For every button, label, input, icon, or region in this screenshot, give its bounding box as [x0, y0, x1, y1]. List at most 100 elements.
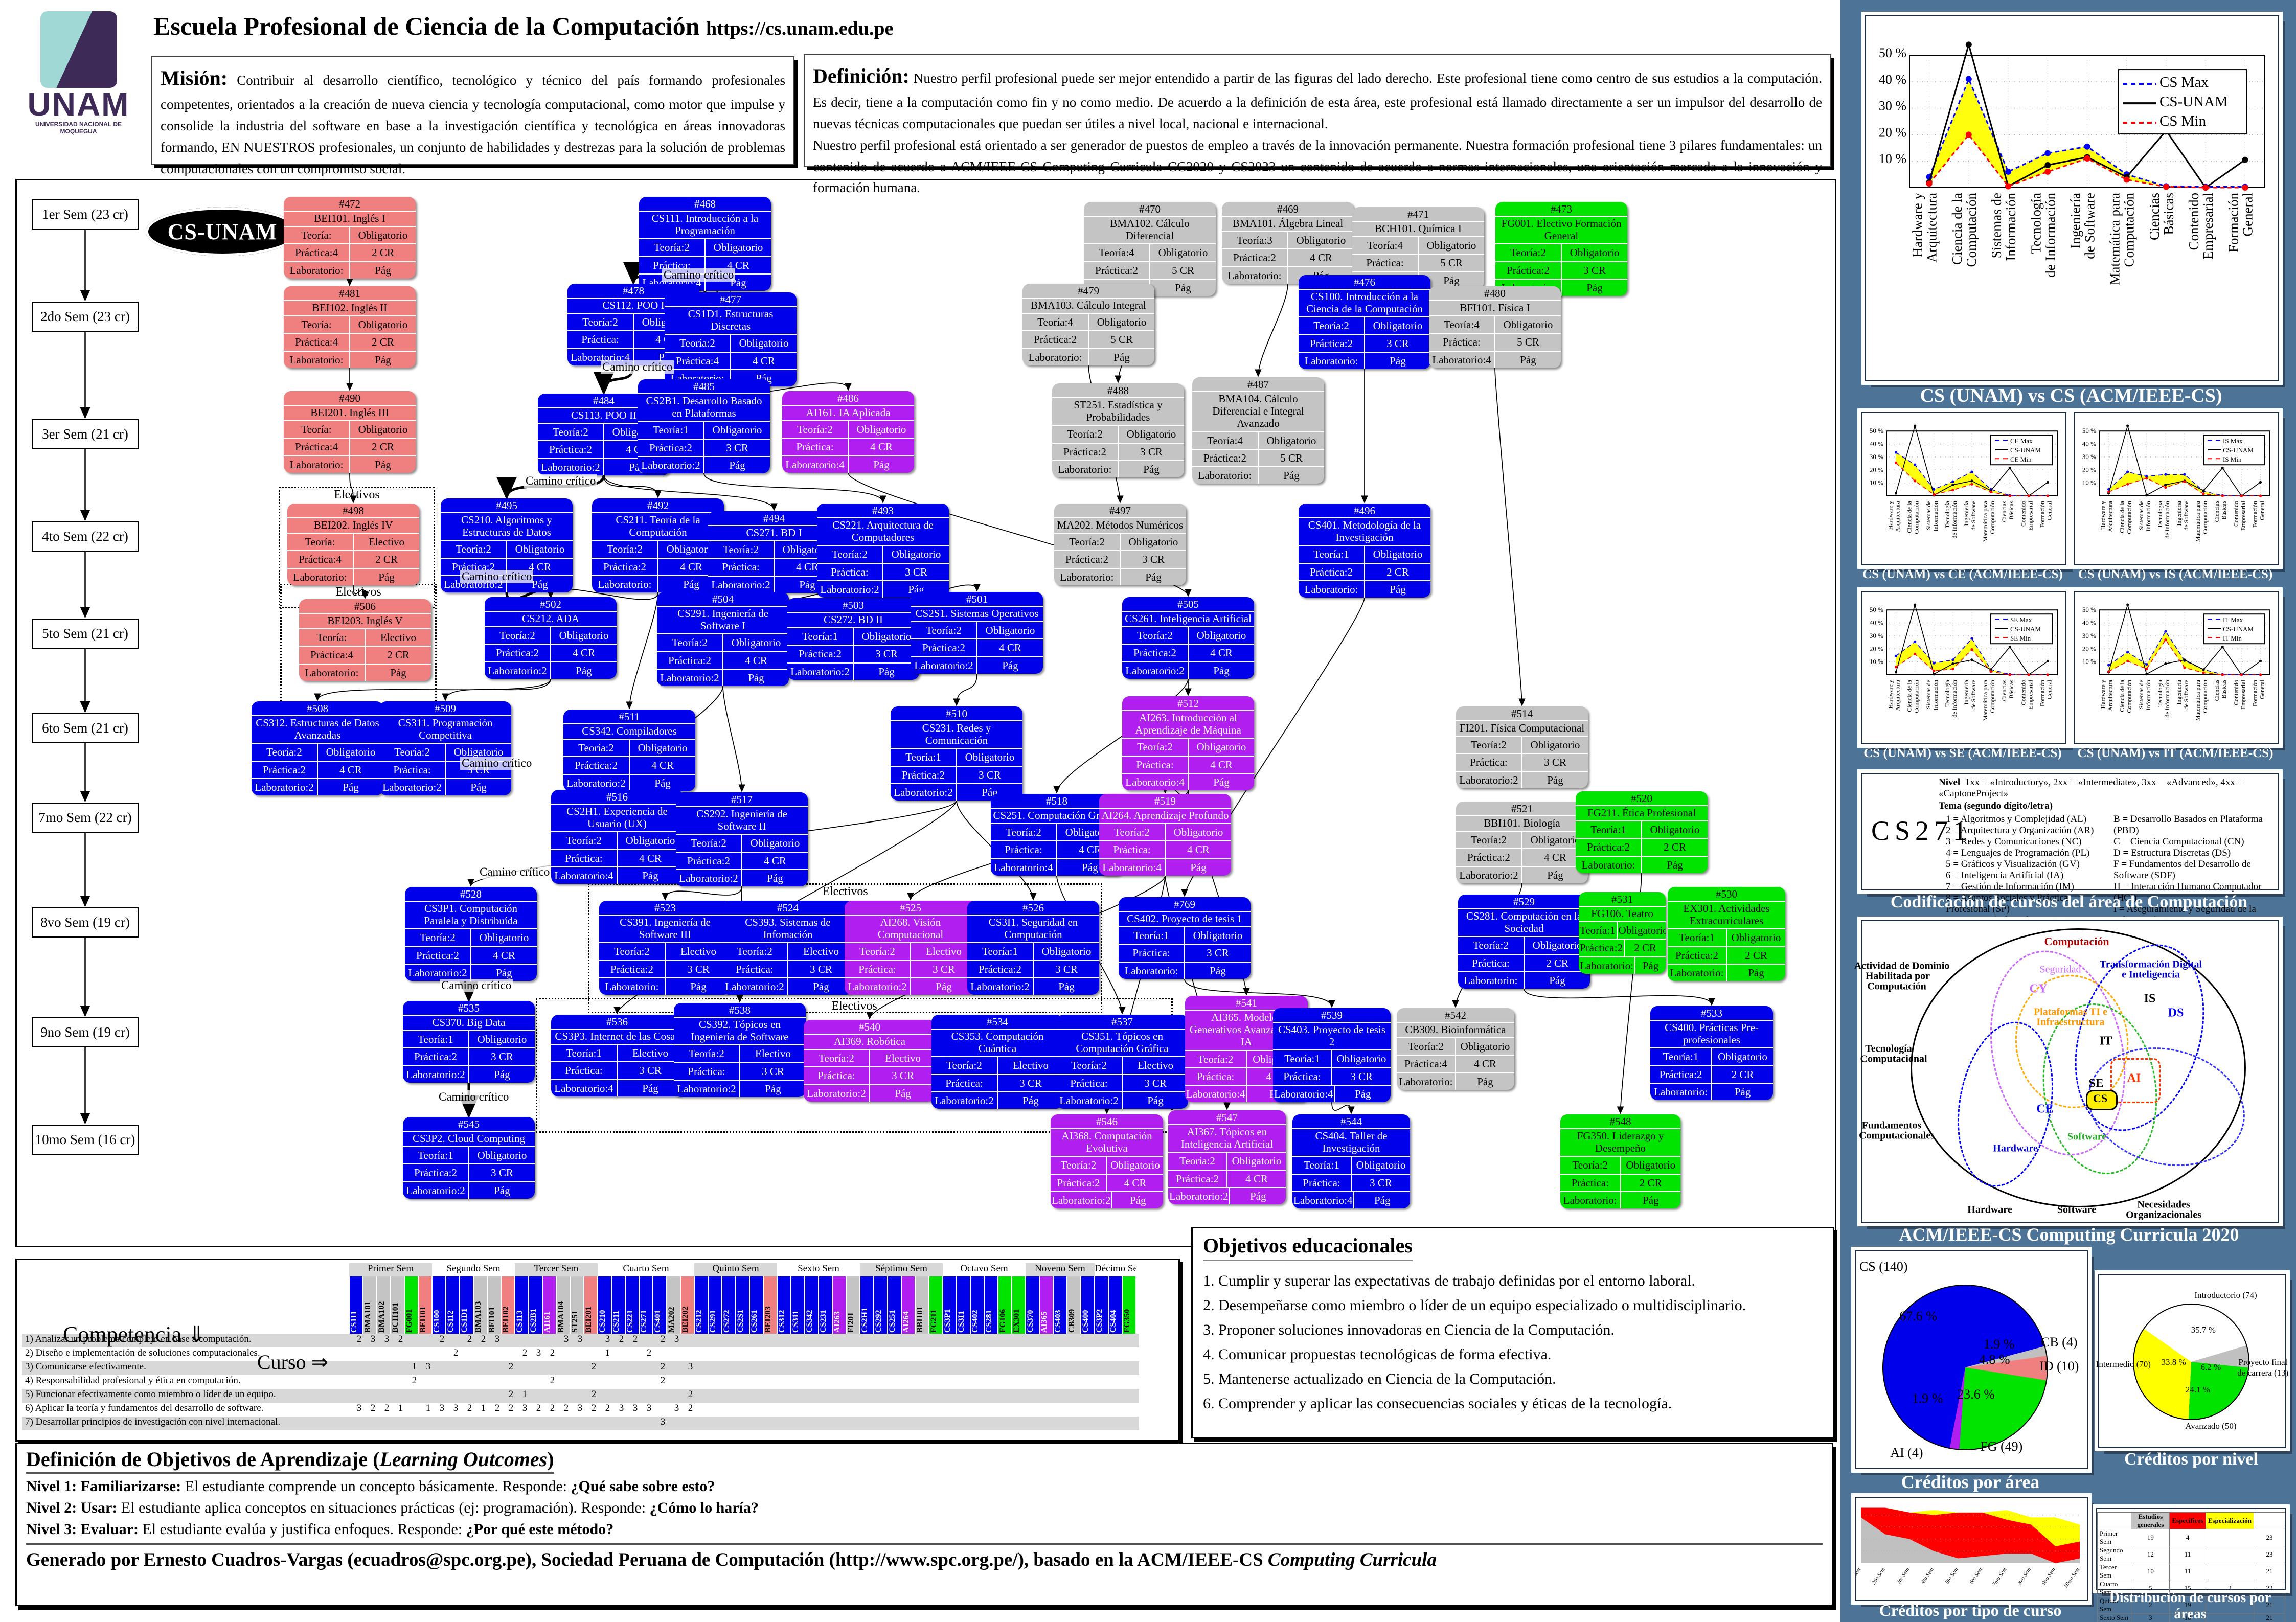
matrix-course-code[interactable]: CS251 [888, 1276, 901, 1334]
course-BEI101[interactable]: #472 BEI101. Inglés I Teoría: Obligatorio Pr… [284, 197, 416, 279]
matrix-course-code[interactable]: BEI201 [584, 1276, 597, 1334]
course-CS3P2[interactable]: #545 CS3P2. Cloud Computing Teoría:1 Obliga… [403, 1117, 535, 1199]
course-BFI101[interactable]: #480 BFI101. Física I Teoría:4 Obligatorio P… [1429, 286, 1561, 368]
course-CS403[interactable]: #539 CS403. Proyecto de tesis 2 Teoría:1 Ob… [1273, 1008, 1391, 1102]
matrix-course-code[interactable]: CS100 [433, 1276, 445, 1334]
matrix-course-code[interactable]: BEI203 [764, 1276, 777, 1334]
course-CS272[interactable]: #503 CS272. BD II Teoría:1 Obligatorio Práct… [787, 598, 919, 680]
matrix-course-code[interactable]: BBI101 [916, 1276, 928, 1334]
course-EX301[interactable]: #530 EX301. Actividades Extracurriculares… [1668, 887, 1785, 981]
matrix-course-code[interactable]: BMA103 [474, 1276, 487, 1334]
matrix-course-code[interactable]: BEI202 [681, 1276, 694, 1334]
matrix-course-code[interactable]: CS1D1 [460, 1276, 473, 1334]
matrix-course-code[interactable]: CS261 [750, 1276, 763, 1334]
matrix-course-code[interactable]: AI263 [833, 1276, 846, 1334]
matrix-course-code[interactable]: AI264 [902, 1276, 915, 1334]
course-CS342[interactable]: #511 CS342. Compiladores Teoría:2 Obligator… [563, 710, 695, 791]
course-FG001[interactable]: #473 FG001. Electivo Formación General Teo… [1495, 202, 1627, 296]
matrix-course-code[interactable]: CS2S1 [736, 1276, 749, 1334]
course-CS292[interactable]: #517 CS292. Ingeniería de Software II Teor… [676, 792, 808, 886]
matrix-course-code[interactable]: CS113 [515, 1276, 528, 1334]
course-FG350[interactable]: #548 FG350. Liderazgo y Desempeño Teoría:2… [1560, 1114, 1680, 1208]
matrix-course-code[interactable]: FI201 [847, 1276, 859, 1334]
matrix-course-code[interactable]: CS312 [778, 1276, 790, 1334]
course-BEI201[interactable]: #490 BEI201. Inglés III Teoría: Obligatorio… [284, 391, 416, 473]
course-BBI101[interactable]: #521 BBI101. Biología Teoría:2 Obligatorio P… [1456, 802, 1588, 883]
matrix-course-code[interactable]: FG001 [405, 1276, 418, 1334]
matrix-course-code[interactable]: CS311 [791, 1276, 804, 1334]
matrix-course-code[interactable]: CS402 [971, 1276, 984, 1334]
course-CS211[interactable]: #492 CS211. Teoría de la Computación Teorí… [592, 498, 724, 592]
matrix-course-code[interactable]: BFI101 [488, 1276, 501, 1334]
course-CS2H1[interactable]: #516 CS2H1. Experiencia de Usuario (UX) Te… [551, 790, 683, 884]
course-CS3P1[interactable]: #528 CS3P1. Computación Paralela y Distri… [405, 887, 537, 981]
course-AI263[interactable]: #512 AI263. Introducción al Aprendizaje d… [1122, 696, 1254, 790]
course-AI368[interactable]: #546 AI368. Computación Evolutiva Teoría:2… [1051, 1114, 1163, 1208]
course-CS1D1[interactable]: #477 CS1D1. Estructuras Discretas Teoría:2… [665, 292, 797, 386]
course-CS311[interactable]: #509 CS311. Programación Competitiva Teorí… [379, 701, 511, 795]
matrix-course-code[interactable]: AI365 [1040, 1276, 1053, 1334]
matrix-course-code[interactable]: BMA101 [363, 1276, 376, 1334]
course-MA202[interactable]: #497 MA202. Métodos Numéricos Teoría:2 Obli… [1054, 504, 1186, 585]
course-CS400[interactable]: #533 CS400. Prácticas Pre-profesionales Te… [1650, 1006, 1773, 1100]
school-url[interactable]: https://cs.unam.edu.pe [706, 18, 894, 39]
course-CS391[interactable]: #523 CS391. Ingeniería de Software III Teo… [599, 901, 731, 995]
matrix-course-code[interactable]: CS111 [350, 1276, 362, 1334]
matrix-course-code[interactable]: CS292 [874, 1276, 887, 1334]
matrix-course-code[interactable]: BMA104 [557, 1276, 570, 1334]
course-CS404[interactable]: #544 CS404. Taller de Investigación Teoría… [1292, 1114, 1410, 1208]
matrix-course-code[interactable]: BEI102 [502, 1276, 514, 1334]
matrix-course-code[interactable]: CS112 [446, 1276, 459, 1334]
course-AI268[interactable]: #525 AI268. Visión Computacional Teoría:2 E… [845, 901, 976, 995]
matrix-course-code[interactable]: BCH101 [391, 1276, 404, 1334]
course-CS402[interactable]: #769 CS402. Proyecto de tesis 1 Teoría:1 Ob… [1119, 897, 1251, 979]
matrix-course-code[interactable]: CS2H1 [860, 1276, 873, 1334]
matrix-course-code[interactable]: CS291 [709, 1276, 721, 1334]
course-FG211[interactable]: #520 FG211. Ética Profesional Teoría:1 Obli… [1576, 791, 1708, 873]
matrix-course-code[interactable]: CS271 [640, 1276, 652, 1334]
course-FI201[interactable]: #514 FI201. Física Computacional Teoría:2 O… [1456, 706, 1588, 788]
matrix-course-code[interactable]: CS212 [695, 1276, 708, 1334]
course-BMA102[interactable]: #470 BMA102. Cálculo Diferencial Teoría:4 O… [1084, 202, 1216, 296]
matrix-course-code[interactable]: CS231 [819, 1276, 832, 1334]
course-CB309[interactable]: #542 CB309. Bioinformática Teoría:2 Obligat… [1397, 1008, 1514, 1090]
course-CS353[interactable]: #534 CS353. Computación Cuántica Teoría:2 E… [931, 1015, 1063, 1109]
course-AI367[interactable]: #547 AI367. Tópicos en Inteligencia Artif… [1168, 1110, 1286, 1204]
course-FG106[interactable]: #531 FG106. Teatro Teoría:1 Obligatorio Prác… [1579, 892, 1666, 974]
course-BMA104[interactable]: #487 BMA104. Cálculo Diferencial e Integr… [1192, 377, 1324, 484]
matrix-course-code[interactable]: CS221 [626, 1276, 639, 1334]
course-AI161[interactable]: #486 AI161. IA Aplicada Teoría:2 Obligatori… [782, 391, 914, 473]
course-BEI203[interactable]: #506 BEI203. Inglés V Teoría: Electivo Práct… [299, 599, 431, 681]
course-CS212[interactable]: #502 CS212. ADA Teoría:2 Obligatorio Práctic… [485, 597, 617, 679]
course-CS3I1[interactable]: #526 CS3I1. Seguridad en Computación Teorí… [967, 901, 1099, 995]
matrix-course-code[interactable]: AI161 [543, 1276, 556, 1334]
course-CS291[interactable]: #504 CS291. Ingeniería de Software I Teorí… [657, 592, 789, 686]
matrix-course-code[interactable]: FG350 [1123, 1276, 1135, 1334]
matrix-course-code[interactable]: CS370 [1026, 1276, 1039, 1334]
matrix-course-code[interactable]: CS3I1 [957, 1276, 970, 1334]
course-CS2B1[interactable]: #485 CS2B1. Desarrollo Basado en Platafor… [638, 379, 770, 473]
matrix-course-code[interactable]: FG211 [929, 1276, 942, 1334]
course-ST251[interactable]: #488 ST251. Estadística y Probabilidades T… [1052, 383, 1184, 477]
course-CS3P3[interactable]: #536 CS3P3. Internet de las Cosas Teoría:1… [551, 1015, 683, 1096]
course-AI369[interactable]: #540 AI369. Robótica Teoría:2 Electivo Práct… [804, 1020, 936, 1102]
course-CS370[interactable]: #535 CS370. Big Data Teoría:1 Obligatorio Pr… [403, 1001, 535, 1083]
course-CS2S1[interactable]: #501 CS2S1. Sistemas Operativos Teoría:2 Ob… [911, 592, 1043, 674]
matrix-course-code[interactable]: CS404 [1109, 1276, 1122, 1334]
matrix-course-code[interactable]: CS281 [985, 1276, 997, 1334]
course-CS351[interactable]: #537 CS351. Tópicos en Computación Gráfic… [1056, 1015, 1188, 1109]
matrix-course-code[interactable]: ST251 [571, 1276, 583, 1334]
matrix-course-code[interactable]: CS400 [1081, 1276, 1094, 1334]
matrix-course-code[interactable]: CS2B1 [529, 1276, 542, 1334]
course-CS393[interactable]: #524 CS393. Sistemas de Infomación Teoría:… [722, 901, 854, 995]
matrix-course-code[interactable]: CS3P2 [1095, 1276, 1108, 1334]
course-BEI102[interactable]: #481 BEI102. Inglés II Teoría: Obligatorio P… [284, 286, 416, 368]
course-CS261[interactable]: #505 CS261. Inteligencia Artificial Teoría… [1122, 597, 1254, 679]
course-CS231[interactable]: #510 CS231. Redes y Comunicación Teoría:1 O… [891, 706, 1022, 801]
matrix-course-code[interactable]: BEI101 [419, 1276, 431, 1334]
matrix-course-code[interactable]: CS403 [1054, 1276, 1066, 1334]
matrix-course-code[interactable]: CS3P1 [943, 1276, 956, 1334]
matrix-course-code[interactable]: BMA102 [377, 1276, 390, 1334]
matrix-course-code[interactable]: MA202 [667, 1276, 680, 1334]
matrix-course-code[interactable]: CS401 [653, 1276, 666, 1334]
